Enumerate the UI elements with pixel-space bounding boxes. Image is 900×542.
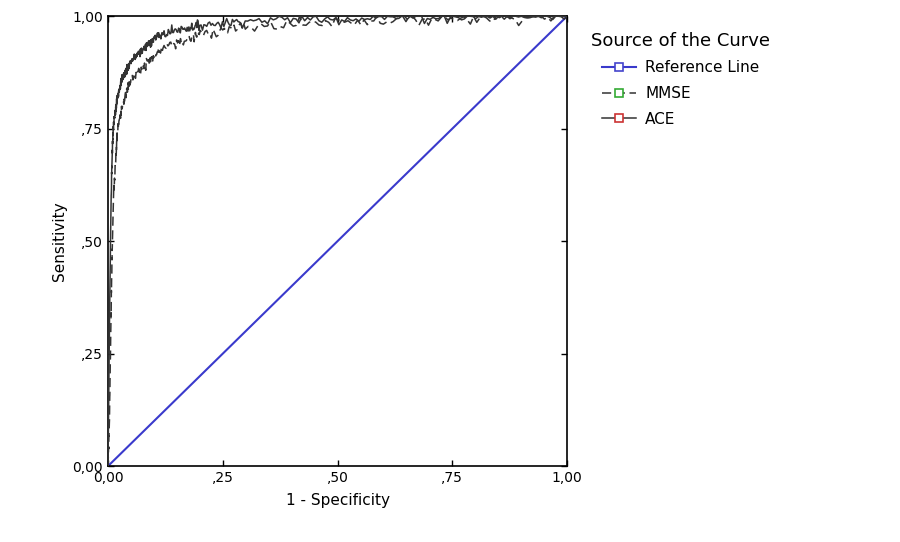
X-axis label: 1 - Specificity: 1 - Specificity — [285, 493, 390, 508]
Y-axis label: Sensitivity: Sensitivity — [52, 202, 67, 281]
Legend: Reference Line, MMSE, ACE: Reference Line, MMSE, ACE — [584, 24, 778, 134]
